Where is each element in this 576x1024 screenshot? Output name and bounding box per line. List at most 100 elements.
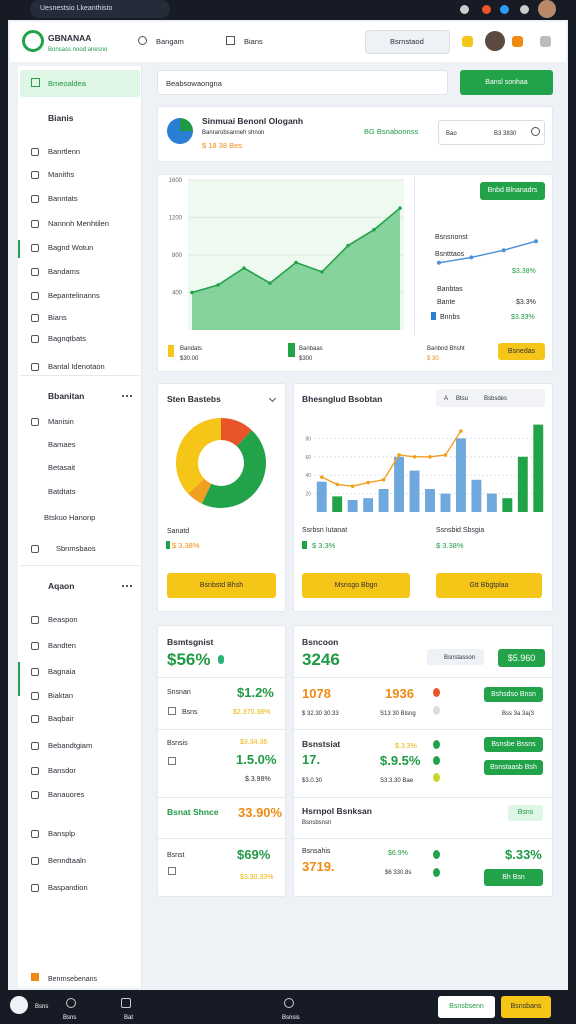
button[interactable]: Bnbd Blnanadrs [480, 182, 545, 200]
control-option[interactable]: Btsu [456, 396, 469, 402]
sidebar-icon [31, 220, 39, 228]
kpi-card [157, 625, 286, 897]
legend-value: $ 30 [427, 356, 439, 362]
sidebar-item[interactable]: Manisin [48, 417, 74, 426]
sidebar-footer[interactable]: Benrnsebenans [48, 976, 98, 983]
sidebar-item[interactable]: Maniths [48, 170, 75, 179]
bottom-icon[interactable] [284, 998, 294, 1008]
indicator [218, 655, 224, 664]
sidebar-item[interactable]: Benndtaaln [48, 856, 86, 865]
button[interactable]: Bsnedas [498, 343, 545, 360]
sidebar-item[interactable]: Bians [48, 313, 67, 322]
sidebar-subitem[interactable]: Btskuo Hanonp [44, 513, 96, 522]
summary-card [157, 106, 553, 162]
sidebar-icon [31, 884, 39, 892]
sidebar-icon [31, 742, 39, 750]
sidebar-item[interactable]: Banauores [48, 790, 85, 799]
line [321, 430, 462, 487]
more-icon[interactable] [122, 585, 132, 588]
bar [378, 489, 389, 512]
button[interactable]: Bsnbstd Bhsh [167, 573, 276, 598]
control-option[interactable]: Bsbsdes [484, 396, 508, 402]
button[interactable]: Gtt Bbgtplaa [436, 573, 542, 598]
sidebar-item[interactable]: Bmeoaldea [48, 79, 86, 88]
sidebar-item[interactable]: Biaktan [48, 691, 74, 700]
browser-icon[interactable] [500, 5, 509, 14]
point [346, 243, 350, 248]
browser-icon[interactable] [482, 5, 491, 14]
sidebar-item[interactable]: Bantal Idenotaon [48, 362, 105, 371]
primary-button[interactable]: Bansl sonhaa [460, 70, 553, 95]
sidebar-subitem[interactable]: Bamaes [48, 440, 76, 449]
more-icon[interactable] [122, 395, 132, 398]
user-avatar[interactable] [485, 31, 505, 51]
sidebar-item[interactable]: Bagnd Wotun [48, 243, 94, 252]
filter-box[interactable] [157, 70, 448, 95]
sidebar-item[interactable]: Nannnh Menhtilen [48, 219, 109, 228]
button[interactable]: Bh Bsn [484, 869, 543, 886]
button[interactable]: Bsnsbans [501, 996, 551, 1018]
sidebar-item[interactable]: Bagnaia [48, 667, 76, 676]
sidebar-item[interactable]: Banrtlenn [48, 147, 81, 156]
sidebar-item[interactable]: Bagnqtbats [48, 334, 86, 343]
search-box[interactable] [365, 30, 450, 54]
browser-icon[interactable] [460, 5, 469, 14]
search-text: Bsnstasson [444, 655, 476, 661]
sidebar-item[interactable]: Bansplp [48, 829, 76, 838]
summary-input[interactable] [438, 120, 545, 145]
avatar[interactable] [538, 0, 556, 18]
button[interactable]: Bsnstaasb Bsh [484, 760, 543, 775]
button[interactable]: Bsnsbe Bssns [484, 737, 543, 752]
button[interactable]: Bshsdso Bnsn [484, 687, 543, 702]
control-option[interactable]: A [444, 396, 449, 402]
bar [316, 481, 327, 512]
bottom-item[interactable]: Bsnsis [282, 1015, 300, 1021]
sidebar-item[interactable]: Bandten [48, 641, 76, 650]
legend-label: Banbaas [299, 346, 323, 352]
bottom-item[interactable]: Bsns [35, 1004, 49, 1010]
row-label: $ 32.30 30.33 [302, 711, 339, 717]
kpi-value: 3246 [302, 650, 340, 669]
bar [409, 470, 420, 512]
bar [533, 424, 544, 512]
button[interactable]: Bsnsbsenn [438, 996, 495, 1018]
sidebar-subitem[interactable]: Betasait [48, 463, 76, 472]
sidebar-item[interactable]: Bandams [48, 267, 80, 276]
bottom-item[interactable]: Bsns [63, 1015, 77, 1021]
bottom-icon[interactable] [66, 998, 76, 1008]
input-label: Bao [446, 131, 457, 137]
sidebar-icon [31, 148, 39, 156]
row-icon [168, 867, 176, 875]
nav-item[interactable]: Bians [244, 37, 263, 46]
sidebar-item[interactable]: Banntats [48, 194, 78, 203]
browser-icon[interactable] [520, 5, 529, 14]
row-value: $.3.98% [245, 776, 271, 783]
button[interactable]: Bsns [508, 805, 543, 821]
sidebar-section: Bianis [48, 113, 74, 123]
sidebar-item[interactable]: Bansdor [48, 766, 76, 775]
legend-swatch [166, 541, 170, 549]
bottom-icon[interactable] [121, 998, 131, 1008]
sidebar-item[interactable]: Baqbair [48, 714, 74, 723]
row-value: 3719. [302, 859, 335, 874]
nav-item[interactable]: Bangam [156, 37, 184, 46]
sidebar-active[interactable] [20, 70, 140, 97]
sidebar-item[interactable]: Beaspon [48, 615, 78, 624]
button[interactable]: Msnsgo Bbgn [302, 573, 410, 598]
row-icon [168, 707, 176, 715]
logo-text: GBNANAA [48, 33, 92, 43]
header-icon[interactable] [462, 36, 473, 47]
sidebar-item[interactable]: Baspandion [48, 883, 88, 892]
sidebar-item[interactable]: Bebandtgiam [48, 741, 93, 750]
sidebar-subitem[interactable]: Batdtats [48, 487, 76, 496]
value-pill[interactable]: $5.960 [498, 649, 545, 667]
row-label: Hsrnpol Bsnksan [302, 806, 372, 816]
header-icon[interactable] [540, 36, 551, 47]
search-pill[interactable] [427, 649, 484, 665]
sidebar-item[interactable]: Bepantelinanns [48, 291, 100, 300]
bottom-item[interactable]: Bat [124, 1015, 134, 1021]
header-icon[interactable] [512, 36, 523, 47]
bottom-icon[interactable] [10, 996, 28, 1014]
row-value: $.3.3% [395, 743, 417, 750]
sidebar-item[interactable]: Sbnmsbaos [56, 544, 96, 553]
